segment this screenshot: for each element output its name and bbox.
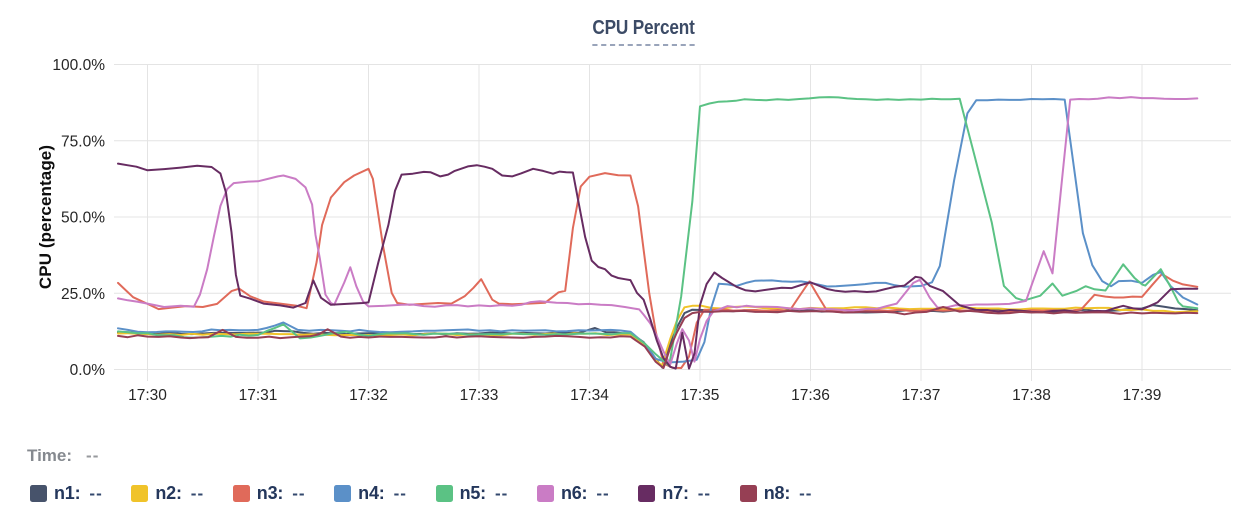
legend-swatch-n6 [536, 485, 554, 502]
legend-swatch-n7 [638, 485, 656, 502]
x-tick-label: 17:31 [239, 387, 278, 404]
legend-swatch-n3 [232, 485, 250, 502]
cpu-percent-line-chart[interactable]: 0.0% 25.0% 50.0% 75.0% 100.0% 17:30 17:31 17:32… [0, 0, 1254, 412]
legend-swatch-n8 [739, 485, 757, 502]
y-tick-label: 0.0% [70, 362, 106, 379]
y-tick-label: 75.0% [61, 133, 105, 150]
legend-swatch-n2 [131, 485, 149, 502]
legend-swatch-n5 [435, 485, 453, 502]
legend-value-n3: -- [292, 483, 306, 503]
legend-item-n3[interactable]: n3: -- [232, 483, 334, 504]
legend-item-n6[interactable]: n6: -- [536, 483, 638, 504]
legend-label-n2: n2: [155, 483, 182, 503]
x-tick-label: 17:33 [460, 387, 499, 404]
x-tick-label: 17:30 [128, 387, 167, 404]
legend-label-n8: n8: [763, 483, 791, 503]
x-tick-label: 17:34 [570, 387, 609, 404]
legend-label-n3: n3: [256, 483, 284, 503]
legend-item-n2[interactable]: n2: -- [131, 483, 232, 504]
legend-value-n5: -- [494, 483, 509, 503]
y-tick-label: 25.0% [61, 286, 105, 303]
x-tick-label: 17:32 [349, 387, 388, 404]
legend-item-n1[interactable]: n1: -- [30, 483, 131, 504]
chart-header: CPU Percent [32, 17, 1254, 46]
series-line-n4 [117, 98, 1199, 364]
legend-label-n7: n7: [662, 483, 689, 503]
x-tick-label: 17:36 [791, 387, 830, 404]
x-tick-label: 17:38 [1012, 387, 1051, 404]
legend-label-n6: n6: [560, 483, 588, 503]
legend-value-n2: -- [190, 483, 205, 503]
legend-item-n7[interactable]: n7: -- [638, 483, 739, 504]
legend-item-n8[interactable]: n8: -- [739, 483, 841, 504]
x-tick-label: 17:35 [681, 387, 720, 404]
legend-label-n4: n4: [358, 483, 385, 503]
legend-swatch-n1 [30, 485, 47, 502]
series-line-n5 [117, 96, 1199, 367]
x-tick-label: 17:37 [902, 387, 941, 404]
x-tick-label: 17:39 [1123, 387, 1162, 404]
legend-value-n8: -- [799, 483, 813, 503]
legend-value-n4: -- [393, 483, 407, 503]
y-tick-label: 50.0% [61, 210, 105, 227]
legend-item-n4[interactable]: n4: -- [334, 483, 435, 504]
legend-value-n7: -- [697, 483, 712, 503]
time-label: Time: [27, 446, 73, 465]
chart-legend: n1: -- n2: -- n3: -- n4: -- n5: -- n6: -- n7: -- n8: -- [30, 483, 841, 504]
legend-item-n5[interactable]: n5: -- [435, 483, 537, 504]
legend-swatch-n4 [334, 485, 352, 502]
time-value: -- [86, 446, 100, 465]
y-tick-label: 100.0% [52, 57, 105, 74]
legend-label-n5: n5: [459, 483, 487, 503]
series-line-n8 [117, 306, 1199, 369]
legend-label-n1: n1: [54, 483, 81, 503]
chart-title[interactable]: CPU Percent [591, 17, 694, 46]
series-line-n7 [117, 162, 1199, 370]
legend-value-n6: -- [596, 483, 610, 503]
legend-value-n1: -- [89, 483, 103, 503]
hover-time-readout: Time: -- [27, 446, 99, 466]
